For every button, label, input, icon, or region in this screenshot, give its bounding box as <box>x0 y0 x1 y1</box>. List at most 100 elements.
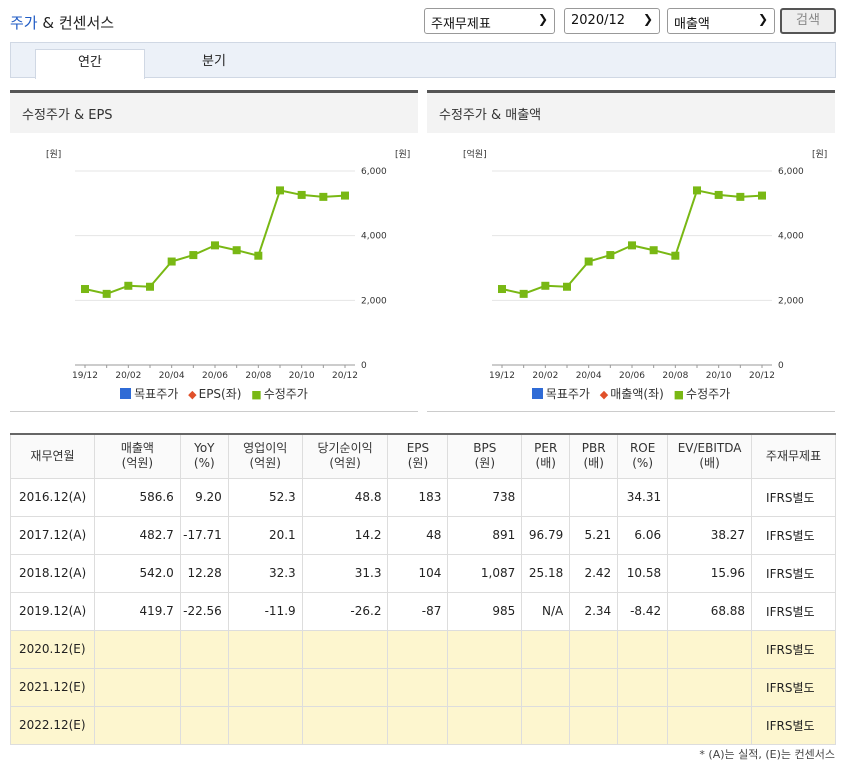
chevron-down-icon: ❯ <box>537 12 548 26</box>
table-cell: 985 <box>447 591 523 631</box>
x-tick-label: 19/12 <box>72 371 98 381</box>
title-highlight: 주가 <box>10 14 38 32</box>
column-header: PBR (배) <box>569 433 619 479</box>
title-rest: & 컨센서스 <box>37 14 115 32</box>
header-label: 매출액 <box>120 441 154 456</box>
table-cell: 2.42 <box>569 553 619 593</box>
page-title: 주가 & 컨센서스 <box>10 12 114 33</box>
table-cell <box>179 667 229 707</box>
diamond-icon: ◆ <box>599 388 609 401</box>
table-cell <box>387 629 449 669</box>
legend-label: 수정주가 <box>263 387 308 401</box>
header-label: EV/EBITDA <box>677 441 742 456</box>
table-cell: IFRS별도 <box>751 477 836 517</box>
table-cell: 891 <box>447 515 523 555</box>
table-cell <box>569 629 619 669</box>
period-tabs: 연간 분기 <box>10 42 836 79</box>
table-cell <box>521 705 571 745</box>
table-cell: 6.06 <box>617 515 669 555</box>
column-header: 영업이익 (억원) <box>227 433 303 479</box>
data-point <box>736 192 745 201</box>
chevron-down-icon: ❯ <box>757 12 768 26</box>
column-header: EV/EBITDA (배) <box>667 433 753 479</box>
table-cell: -11.9 <box>227 591 303 631</box>
header-label: 영업이익 <box>243 441 288 456</box>
right-unit-label: [원] <box>812 149 827 160</box>
y-tick-label: 0 <box>778 361 784 371</box>
column-header: EPS (원) <box>387 433 449 479</box>
column-header: 당기순이익 (억원) <box>301 433 389 479</box>
table-cell: N/A <box>521 591 571 631</box>
table-cell: IFRS별도 <box>751 515 836 555</box>
table-cell <box>93 629 181 669</box>
table-cell: 12.28 <box>179 553 229 593</box>
period-cell: 2020.12(E) <box>10 629 95 669</box>
table-cell: IFRS별도 <box>751 667 836 707</box>
period-select[interactable]: 2020/12 ❯ <box>564 8 660 34</box>
column-header: ROE (%) <box>617 433 669 479</box>
legend-label: 매출액(좌) <box>610 387 664 401</box>
header-label: ROE <box>629 441 656 456</box>
table-cell <box>227 667 303 707</box>
table-cell <box>179 705 229 745</box>
table-row: 2021.12(E) IFRS별도 <box>10 667 836 707</box>
table-cell <box>301 629 389 669</box>
legend-adjusted-price: ■ 수정주가 <box>674 385 731 402</box>
table-cell: IFRS별도 <box>751 629 836 669</box>
tab-annual[interactable]: 연간 <box>35 49 145 79</box>
header-label: 주재무제표 <box>765 448 822 463</box>
table-cell <box>447 667 523 707</box>
column-header: BPS (원) <box>447 433 523 479</box>
data-point <box>693 186 701 195</box>
tab-quarterly[interactable]: 분기 <box>202 54 226 69</box>
header-unit: (억원) <box>329 456 361 471</box>
legend-sales: ◆ 매출액(좌) <box>600 385 664 402</box>
column-header: 매출액 (억원) <box>93 433 181 479</box>
left-unit-label: [원] <box>46 149 61 160</box>
table-row: 2020.12(E) IFRS별도 <box>10 629 836 669</box>
table-cell: 738 <box>447 477 523 517</box>
table-cell: 5.21 <box>569 515 619 555</box>
x-tick-label: 19/12 <box>489 371 515 381</box>
header-label: BPS <box>473 441 497 456</box>
x-tick-label: 20/12 <box>332 371 358 381</box>
table-cell: 104 <box>387 553 449 593</box>
column-header: YoY (%) <box>179 433 229 479</box>
table-cell: 2.34 <box>569 591 619 631</box>
table-cell: 48.8 <box>301 477 389 517</box>
data-point <box>341 191 349 200</box>
period-cell: 2018.12(A) <box>10 553 95 593</box>
header-unit: (%) <box>193 456 215 471</box>
data-point <box>519 289 528 298</box>
data-point <box>584 257 593 266</box>
statement-type-select[interactable]: 주재무제표 ❯ <box>424 8 555 34</box>
table-cell <box>93 705 181 745</box>
table-cell: 32.3 <box>227 553 303 593</box>
period-value: 2020/12 <box>571 13 626 28</box>
left-unit-label: [억원] <box>463 148 487 160</box>
x-tick-label: 20/12 <box>749 371 775 381</box>
table-cell: -17.71 <box>179 515 229 555</box>
search-button[interactable]: 검색 <box>780 8 836 34</box>
table-cell: -8.42 <box>617 591 669 631</box>
data-point <box>211 241 219 250</box>
column-header: 재무연월 <box>10 433 95 479</box>
table-cell <box>521 667 571 707</box>
square-marker-icon: ■ <box>251 388 262 401</box>
table-row: 2019.12(A) 419.7 -22.56 -11.9 -26.2 -87 985 N/A… <box>10 591 836 631</box>
x-tick-label: 20/04 <box>159 371 185 381</box>
legend-label: 목표주가 <box>134 387 179 401</box>
metric-select[interactable]: 매출액 ❯ <box>667 8 775 34</box>
table-cell: 31.3 <box>301 553 389 593</box>
table-cell: 542.0 <box>93 553 181 593</box>
table-cell <box>521 477 571 517</box>
header-unit: (배) <box>699 456 720 471</box>
table-cell <box>667 705 753 745</box>
table-cell <box>227 629 303 669</box>
table-cell: 25.18 <box>521 553 571 593</box>
header-label: YoY <box>194 441 215 456</box>
table-cell <box>179 629 229 669</box>
header-label: 재무연월 <box>30 448 75 463</box>
data-point <box>671 251 680 260</box>
table-cell <box>617 705 669 745</box>
